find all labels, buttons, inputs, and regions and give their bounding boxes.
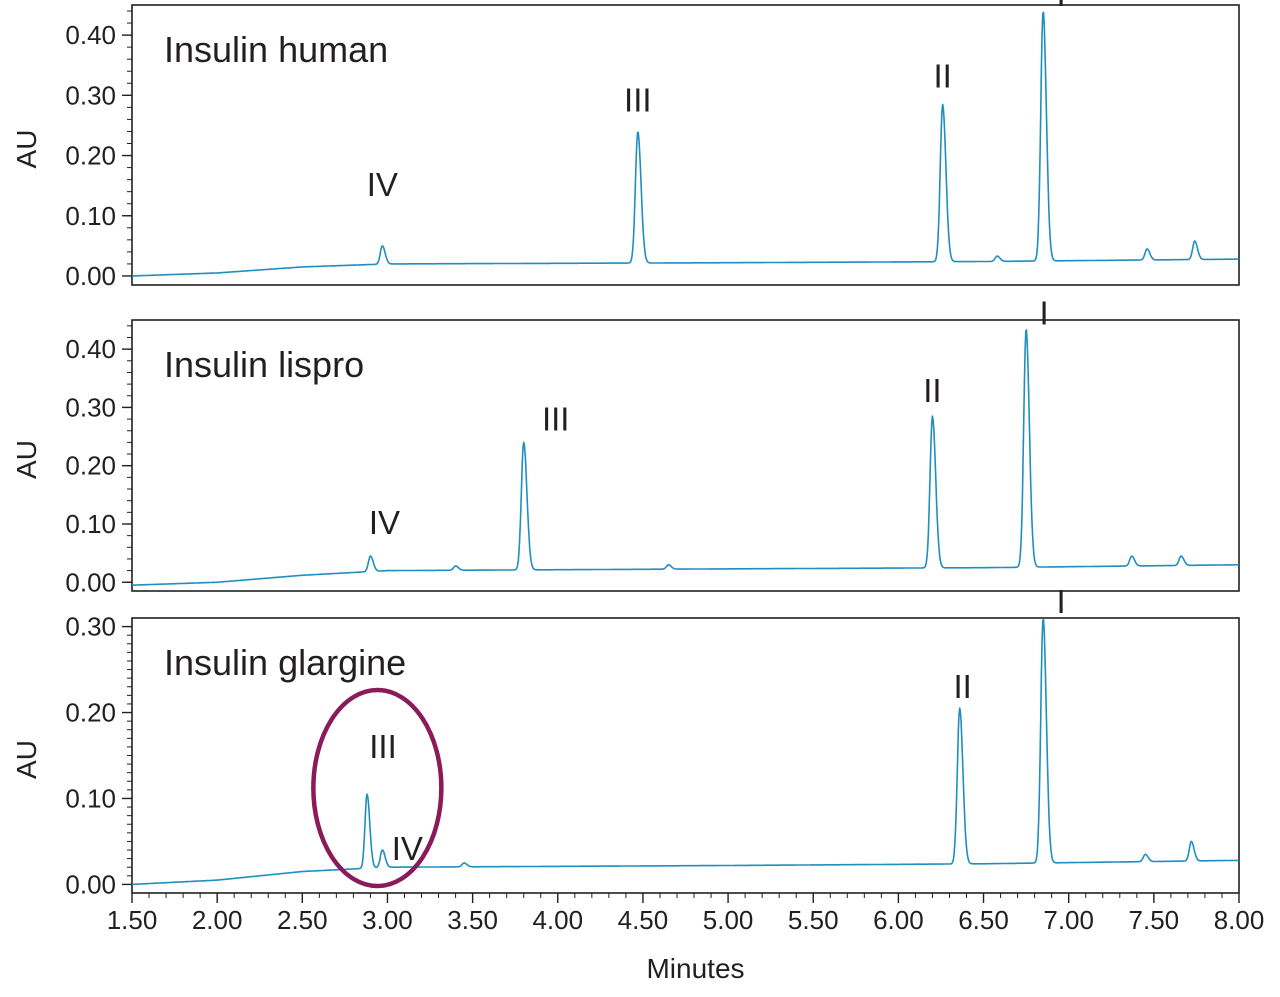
peak-label-I: I xyxy=(1057,0,1066,13)
y-tick-label: 0.30 xyxy=(65,392,116,422)
x-tick-label: 2.00 xyxy=(192,905,243,935)
y-tick-label: 0.40 xyxy=(65,20,116,50)
x-tick-label: 5.00 xyxy=(703,905,754,935)
y-tick-label: 0.20 xyxy=(65,451,116,481)
x-tick-label: 4.50 xyxy=(618,905,669,935)
peak-label-IV: IV xyxy=(367,166,398,203)
y-axis-title: AU xyxy=(11,740,42,779)
panel-title: Insulin human xyxy=(164,29,388,70)
y-tick-label: 0.20 xyxy=(65,698,116,728)
y-tick-label: 0.00 xyxy=(65,567,116,597)
peak-label-II: II xyxy=(923,372,941,409)
x-tick-label: 7.50 xyxy=(1129,905,1180,935)
plot-frame xyxy=(131,319,1240,592)
y-tick-label: 0.10 xyxy=(65,783,116,813)
y-axis-title: AU xyxy=(11,440,42,479)
y-tick-label: 0.00 xyxy=(65,261,116,291)
y-tick-label: 0.30 xyxy=(65,612,116,642)
x-tick-label: 6.50 xyxy=(958,905,1009,935)
peak-label-I: I xyxy=(1057,583,1066,620)
peak-label-IV: IV xyxy=(369,504,400,541)
y-tick-label: 0.40 xyxy=(65,334,116,364)
x-tick-label: 2.50 xyxy=(277,905,328,935)
y-tick-label: 0.10 xyxy=(65,201,116,231)
plot-frame xyxy=(131,4,1240,286)
peak-label-III: III xyxy=(624,81,652,118)
panel-title: Insulin lispro xyxy=(164,344,364,385)
peak-label-III: III xyxy=(542,400,570,437)
x-tick-label: 7.00 xyxy=(1043,905,1094,935)
x-tick-label: 6.00 xyxy=(873,905,924,935)
x-tick-label: 1.50 xyxy=(107,905,158,935)
x-tick-label: 5.50 xyxy=(788,905,839,935)
panel-title: Insulin glargine xyxy=(164,642,406,683)
y-tick-label: 0.00 xyxy=(65,869,116,899)
chromatogram-trace xyxy=(131,11,1240,277)
chromatogram-trace xyxy=(131,618,1240,886)
x-tick-label: 8.00 xyxy=(1214,905,1265,935)
y-axis-title: AU xyxy=(11,130,42,169)
peak-label-II: II xyxy=(954,668,972,705)
highlight-ellipse xyxy=(311,687,444,889)
peak-label-III: III xyxy=(369,728,397,765)
y-tick-label: 0.30 xyxy=(65,80,116,110)
y-tick-label: 0.10 xyxy=(65,509,116,539)
x-tick-label: 3.00 xyxy=(362,905,413,935)
x-tick-label: 3.50 xyxy=(447,905,498,935)
x-axis-title: Minutes xyxy=(646,953,744,984)
peak-label-I: I xyxy=(1040,295,1049,332)
y-tick-label: 0.20 xyxy=(65,141,116,171)
chromatogram-trace xyxy=(131,329,1240,586)
x-tick-label: 4.00 xyxy=(532,905,583,935)
peak-label-II: II xyxy=(933,57,951,94)
